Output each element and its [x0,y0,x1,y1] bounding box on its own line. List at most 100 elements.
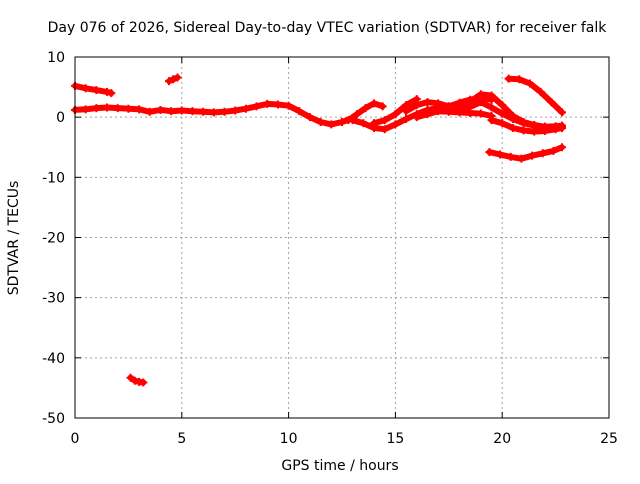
data-point [252,102,261,111]
data-point [241,104,250,113]
y-tick-label: -30 [42,291,65,307]
chart-title: Day 076 of 2026, Sidereal Day-to-day VTE… [48,20,608,36]
y-tick-label: 0 [56,110,65,126]
y-tick-label: 10 [47,50,65,66]
data-point [487,116,496,125]
data-point [380,116,389,125]
data-point [263,99,272,108]
data-point [378,102,387,111]
data-point [434,99,443,108]
data-point [525,79,534,88]
data-point [423,98,432,107]
series-track-short-4h [164,73,182,86]
data-point [391,110,400,119]
data-point [316,117,325,126]
data-point [412,101,421,110]
data-point [107,89,116,98]
series-track-late-b [487,116,567,136]
data-point [551,125,560,134]
data-point [519,126,528,135]
data-point [327,120,336,129]
data-point [504,74,513,83]
data-point [169,75,178,84]
data-point [359,119,368,128]
data-point [370,119,379,128]
data-point [466,97,475,106]
data-point [466,108,475,117]
x-tick-label: 20 [493,431,511,447]
data-point [135,105,144,114]
data-point [519,117,528,126]
data-point [455,108,464,117]
data-point [305,113,314,122]
data-point [338,117,346,126]
data-point [145,107,154,116]
data-point [412,113,421,122]
data-point [485,148,494,157]
data-point [498,119,507,128]
data-point [188,107,197,116]
series-track-late-low [485,143,567,163]
data-point [124,104,133,113]
series-track-late-high [504,74,567,117]
data-point [455,101,464,110]
x-tick-label: 0 [71,431,80,447]
data-point [558,123,567,132]
data-point [476,109,485,118]
data-point [81,105,90,114]
y-tick-label: -40 [42,351,65,367]
y-tick-label: -50 [42,411,65,427]
data-point [92,104,101,113]
data-point [476,98,485,107]
x-tick-label: 10 [280,431,298,447]
data-point [361,104,370,113]
data-point [273,100,282,109]
data-point [506,152,515,161]
data-point [173,73,182,82]
data-point [380,125,389,134]
data-point [515,75,524,84]
data-point [540,127,549,136]
data-point [508,111,517,120]
data-point [126,373,135,382]
data-point [130,376,139,385]
data-point [528,151,537,160]
data-point [284,101,293,110]
y-tick-label: -20 [42,231,65,247]
data-point [103,87,112,96]
data-point [476,90,485,99]
data-point [113,104,122,113]
y-axis-label: SDTVAR / TECUs [6,181,22,296]
data-point [549,146,558,155]
x-axis-label: GPS time / hours [281,458,398,474]
data-point [139,378,148,387]
data-point [92,86,101,95]
data-point [487,103,496,112]
data-point [177,106,186,115]
y-tick-label: -10 [42,170,65,186]
data-point [167,107,176,116]
data-point [517,154,526,163]
x-tick-label: 15 [386,431,404,447]
data-point [220,107,229,116]
data-point [391,120,400,129]
data-point [402,114,411,123]
data-point [295,107,304,116]
data-point [538,149,547,158]
series-line [505,75,565,116]
data-point [352,110,361,119]
data-point [156,105,165,114]
data-point [498,109,507,118]
data-point [444,107,453,116]
data-point [530,127,539,136]
data-point [434,107,443,116]
data-point [402,107,411,116]
data-point [81,84,90,93]
series-track-start-high [71,81,116,98]
series-track-dip-14h [344,99,387,125]
data-point [536,87,545,96]
data-point [209,108,218,117]
data-point [348,116,357,125]
series-track-mid-b [370,95,421,128]
